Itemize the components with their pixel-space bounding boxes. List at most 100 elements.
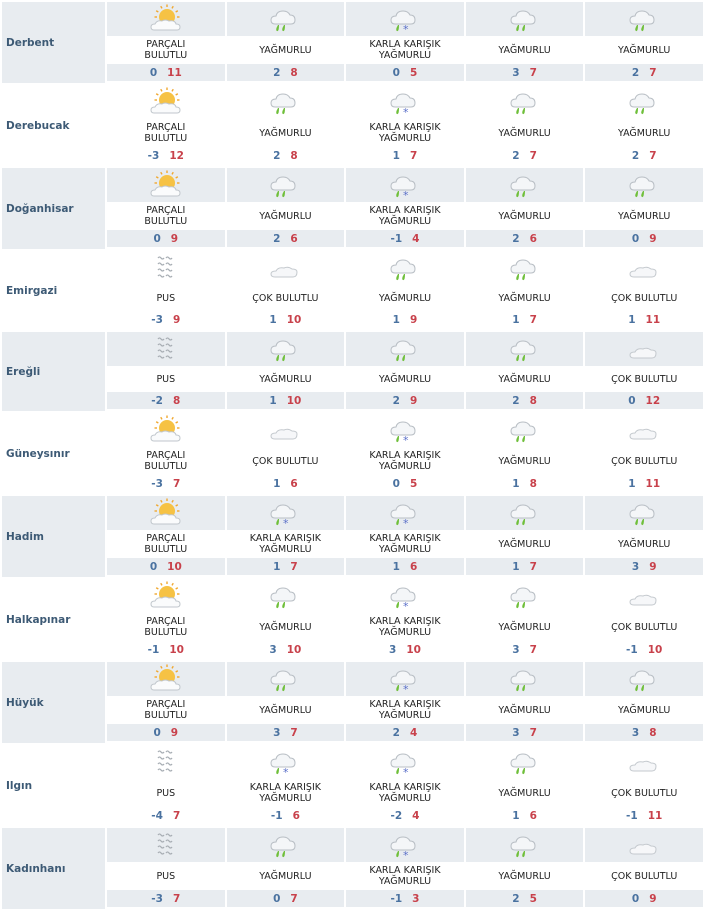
max-temp: 10 [647, 643, 663, 656]
temperature-range: 1 11 [585, 311, 703, 330]
temperature-range: 0 12 [585, 392, 703, 411]
max-temp: 8 [290, 66, 298, 79]
max-temp: 9 [170, 232, 179, 245]
city-name[interactable]: Ereğli [2, 330, 105, 411]
condition-label: KARLA KARIŞIK YAĞMURLU [369, 450, 441, 472]
city-row: Kadınhanı * [2, 826, 703, 909]
condition-label: PARÇALI BULUTLU [144, 205, 188, 227]
min-temp: 0 [153, 232, 161, 245]
max-temp: 11 [647, 809, 663, 822]
max-temp: 8 [172, 394, 181, 407]
svg-text:*: * [403, 517, 409, 528]
condition-label: ÇOK BULUTLU [611, 455, 678, 467]
condition-label: KARLA KARIŞIK YAĞMURLU [249, 782, 321, 804]
rain-icon [465, 826, 584, 862]
partly-cloudy-icon [107, 166, 225, 202]
svg-text:*: * [403, 683, 409, 694]
city-name[interactable]: Hadim [2, 494, 105, 577]
city-row: Hadim * * [2, 494, 703, 577]
max-temp: 10 [286, 313, 302, 326]
condition-label: PUS [156, 787, 176, 799]
city-name[interactable]: Emirgazi [2, 249, 105, 330]
temperature-range: -3 12 [107, 147, 225, 166]
max-temp: 5 [409, 477, 418, 490]
min-temp: 0 [628, 394, 636, 407]
city-row: Derbent * [2, 0, 703, 83]
max-temp: 7 [172, 809, 181, 822]
cloudy-icon [585, 826, 703, 862]
max-temp: 9 [649, 892, 657, 905]
rain-icon [226, 0, 345, 36]
max-temp: 7 [649, 66, 657, 79]
max-temp: 11 [167, 66, 182, 79]
city-name[interactable]: Derebucak [2, 83, 105, 166]
min-temp: 1 [628, 313, 636, 326]
condition-label: KARLA KARIŞIK YAĞMURLU [369, 205, 441, 227]
temperature-range: -3 7 [107, 475, 225, 494]
max-temp: 9 [649, 232, 657, 245]
city-row: Doğanhisar * [2, 166, 703, 249]
max-temp: 3 [412, 892, 420, 905]
min-temp: -3 [147, 149, 160, 162]
max-temp: 7 [529, 560, 537, 573]
min-temp: -3 [151, 892, 163, 905]
city-row: Güneysınır * [2, 411, 703, 460]
min-temp: 0 [392, 66, 400, 79]
cloudy-icon [585, 249, 703, 285]
condition-label: KARLA KARIŞIK YAĞMURLU [369, 782, 441, 804]
max-temp: 7 [409, 149, 418, 162]
city-name[interactable]: Hüyük [2, 660, 105, 743]
condition-label: YAĞMURLU [498, 704, 551, 716]
svg-text:*: * [403, 23, 409, 34]
condition-label: YAĞMURLU [618, 127, 671, 139]
min-temp: 2 [631, 66, 640, 79]
city-name[interactable]: Derbent [2, 0, 105, 83]
city-name[interactable]: Güneysınır [2, 411, 105, 494]
min-temp: 1 [392, 313, 400, 326]
min-temp: -3 [151, 313, 163, 326]
city-name[interactable]: Halkapınar [2, 577, 105, 660]
max-temp: 10 [167, 560, 182, 573]
max-temp: 10 [169, 643, 184, 656]
condition-label: YAĞMURLU [498, 127, 551, 139]
temperature-range: -3 7 [107, 890, 225, 909]
rain-icon [465, 249, 584, 285]
condition-label: YAĞMURLU [259, 127, 312, 139]
sleet-icon: * [346, 743, 464, 779]
max-temp: 7 [290, 560, 298, 573]
sleet-icon: * [346, 577, 464, 613]
max-temp: 11 [645, 313, 661, 326]
temperature-range: 3 10 [226, 641, 345, 660]
city-name[interactable]: Kadınhanı [2, 826, 105, 909]
condition-label: PUS [156, 373, 176, 385]
max-temp: 4 [412, 232, 420, 245]
temperature-range: -2 8 [107, 392, 225, 411]
max-temp: 8 [529, 394, 537, 407]
city-name[interactable]: Doğanhisar [2, 166, 105, 249]
partly-cloudy-icon [107, 411, 225, 447]
condition-label: YAĞMURLU [498, 44, 551, 56]
max-temp: 9 [409, 313, 418, 326]
max-temp: 7 [290, 726, 298, 739]
min-temp: 3 [512, 643, 520, 656]
svg-text:*: * [403, 189, 409, 200]
max-temp: 6 [529, 232, 537, 245]
sleet-icon: * [226, 494, 345, 530]
min-temp: 2 [631, 149, 640, 162]
min-temp: 1 [628, 477, 636, 490]
min-temp: 3 [631, 560, 640, 573]
min-temp: 0 [392, 477, 400, 490]
city-row: Ereğli [2, 330, 703, 411]
sleet-icon: * [226, 743, 345, 779]
city-name[interactable]: Ilgın [2, 743, 105, 826]
condition-label: ÇOK BULUTLU [611, 621, 678, 633]
min-temp: 1 [269, 394, 277, 407]
condition-label: PUS [156, 870, 176, 882]
rain-icon [465, 83, 584, 119]
